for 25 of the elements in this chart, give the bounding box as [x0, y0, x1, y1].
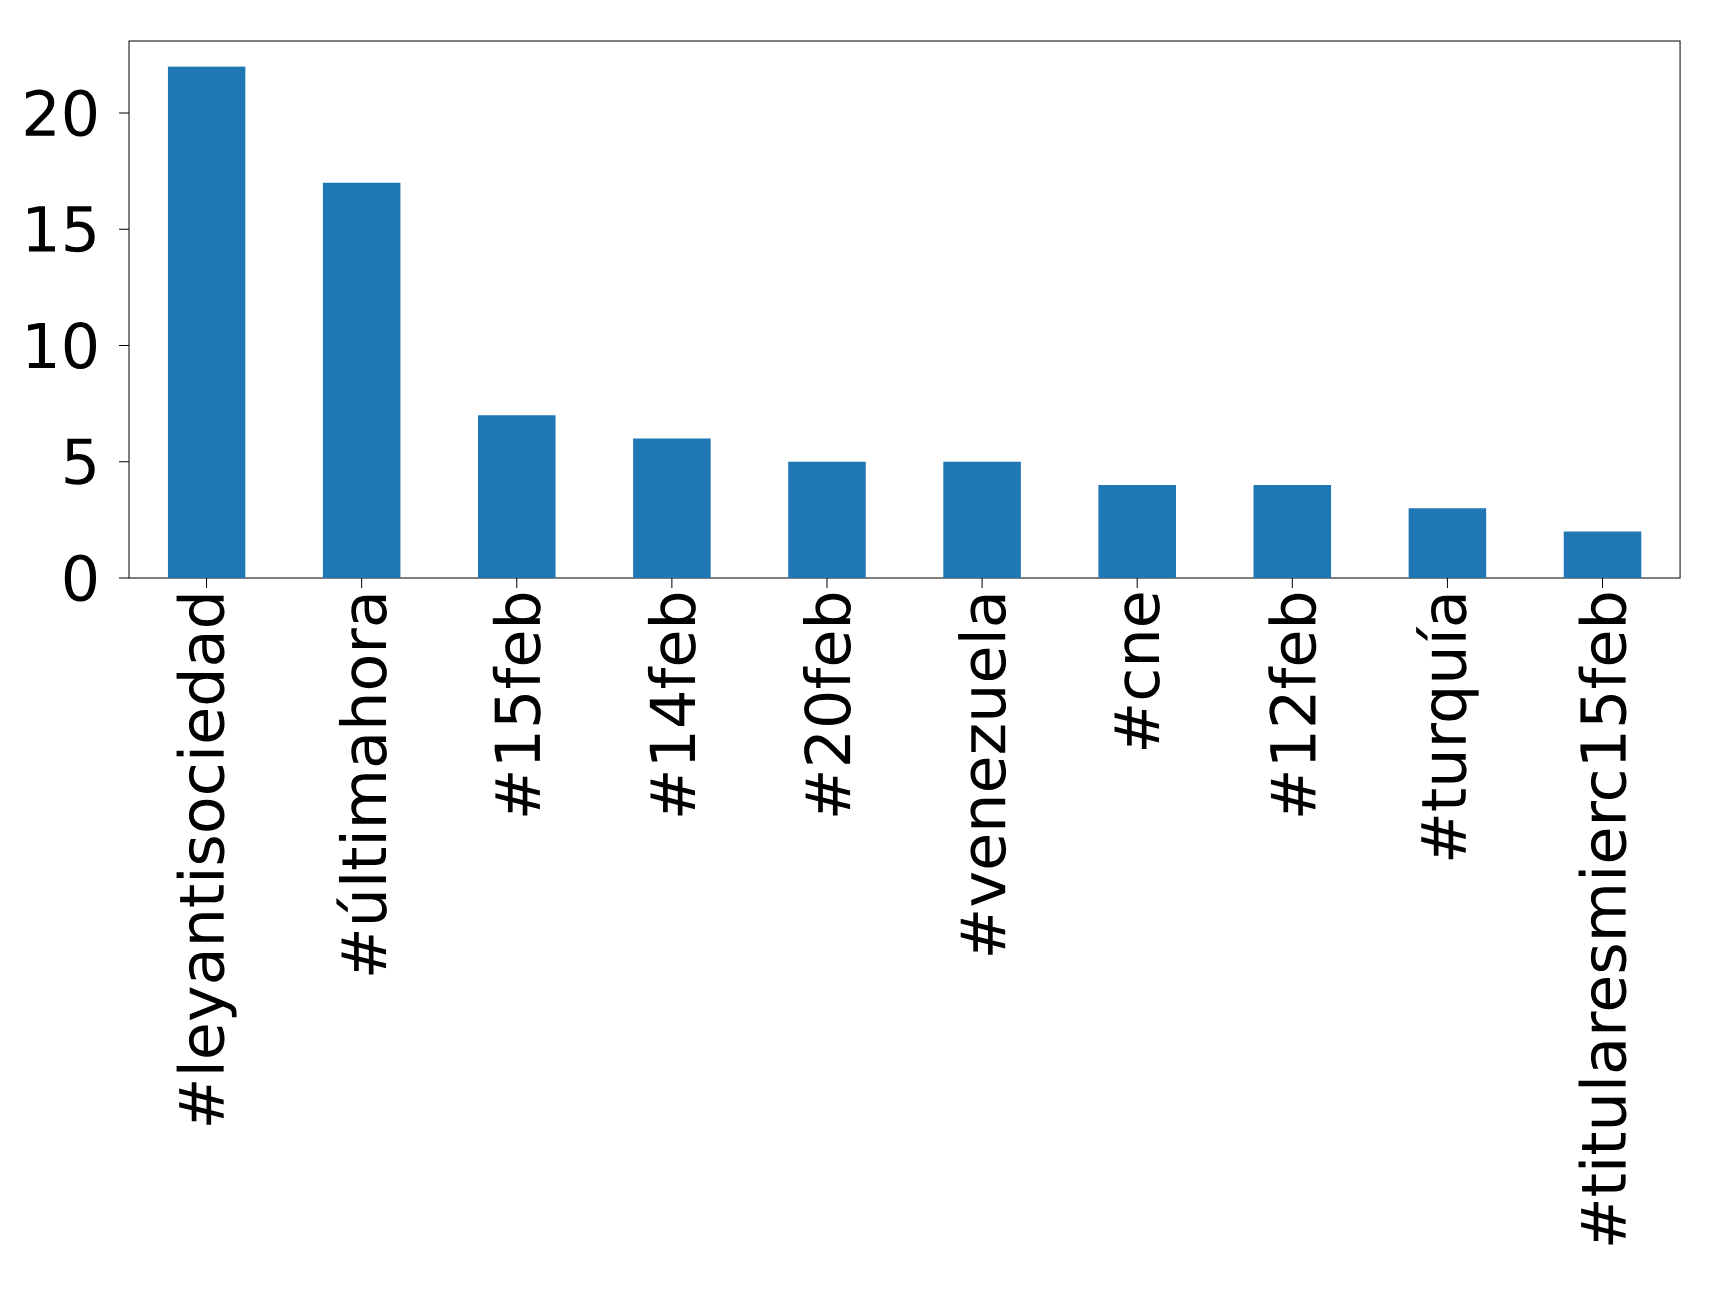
- x-tick-label: #cne: [1114, 593, 1160, 749]
- x-tick-label: #leyantisociedad: [176, 595, 237, 1125]
- x-tick-label: #titularesmierc15feb: [1578, 593, 1627, 1245]
- x-tick-label: #venezuela: [958, 595, 1007, 955]
- bar: [1408, 508, 1487, 578]
- bar: [478, 415, 556, 578]
- bar: [1563, 531, 1642, 578]
- x-tick-label: #15feb: [492, 593, 541, 816]
- bar: [1253, 485, 1332, 578]
- bar: [633, 438, 711, 578]
- y-tick-label: 15: [28, 206, 95, 253]
- bar: [943, 461, 1021, 578]
- bar: [167, 66, 246, 578]
- bar: [788, 461, 866, 578]
- x-tick-label: #últimahora: [336, 595, 387, 975]
- x-tick-label: #20feb: [803, 593, 851, 816]
- y-tick-label: 10: [28, 322, 97, 369]
- y-tick-label: 5: [65, 438, 95, 485]
- bar: [322, 182, 401, 578]
- bar: [1098, 485, 1176, 578]
- x-tick-label: #turquía: [1416, 595, 1479, 860]
- y-tick-label: 20: [25, 89, 97, 137]
- y-tick-label: 0: [64, 554, 97, 602]
- x-tick-label: #12feb: [1268, 593, 1317, 816]
- x-tick-label: #14feb: [647, 593, 696, 816]
